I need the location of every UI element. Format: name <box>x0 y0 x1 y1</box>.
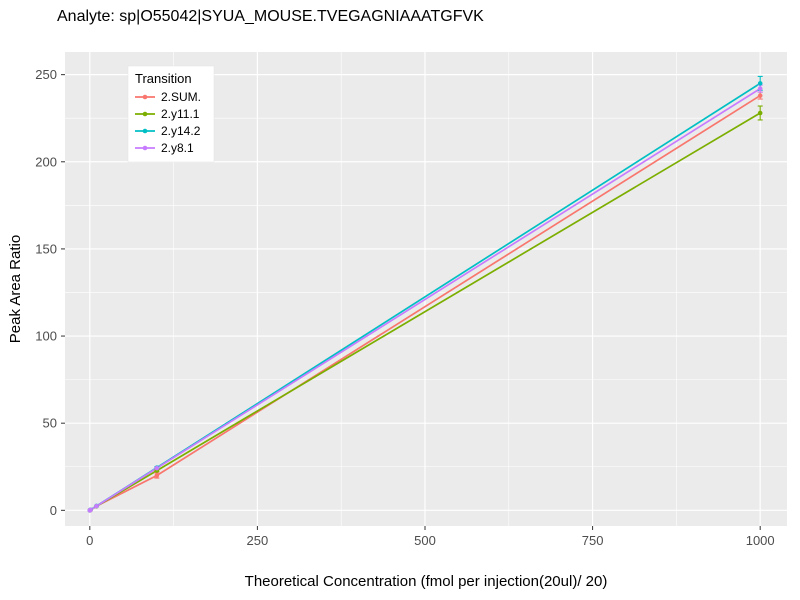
x-tick-label: 0 <box>86 533 93 548</box>
x-tick-label: 250 <box>247 533 269 548</box>
chart-layer: 0 250 500 750 1000 0 50 100 150 200 250 Transition 2… <box>35 52 787 548</box>
data-point-2.y14.2 <box>757 81 763 86</box>
chart-title: Analyte: sp|O55042|SYUA_MOUSE.TVEGAGNIAA… <box>57 8 484 25</box>
legend-label: 2.y14.2 <box>161 124 201 138</box>
x-tick-label: 1000 <box>746 533 775 548</box>
y-tick-label: 150 <box>35 241 57 256</box>
data-point-2.y11.1 <box>757 110 763 116</box>
x-axis-title: Theoretical Concentration (fmol per inje… <box>245 573 608 590</box>
legend-key-point <box>142 111 148 117</box>
y-tick-label: 200 <box>35 154 57 169</box>
data-point-2.y8.1 <box>154 465 160 471</box>
legend-label: 2.SUM. <box>161 90 201 104</box>
legend-label: 2.y11.1 <box>161 107 200 121</box>
y-tick-label: 100 <box>35 329 57 344</box>
data-point-2.y8.1 <box>94 503 99 509</box>
legend-key-point <box>142 145 148 151</box>
x-tick-label: 750 <box>582 533 604 548</box>
y-tick-label: 50 <box>43 416 57 431</box>
x-tick-label: 500 <box>414 533 436 548</box>
legend-key-point <box>142 94 148 100</box>
data-point-2.y8.1 <box>757 86 763 91</box>
y-tick-label: 0 <box>50 503 57 518</box>
legend-title: Transition <box>135 71 192 86</box>
data-point-2.y8.1 <box>88 507 93 513</box>
data-point-2.SUM. <box>757 93 763 98</box>
legend-key-point <box>142 128 148 134</box>
y-axis-title: Peak Area Ratio <box>7 235 24 343</box>
y-tick-label: 250 <box>35 67 57 82</box>
legend-label: 2.y8.1 <box>161 141 194 155</box>
data-point-2.SUM. <box>154 473 160 478</box>
